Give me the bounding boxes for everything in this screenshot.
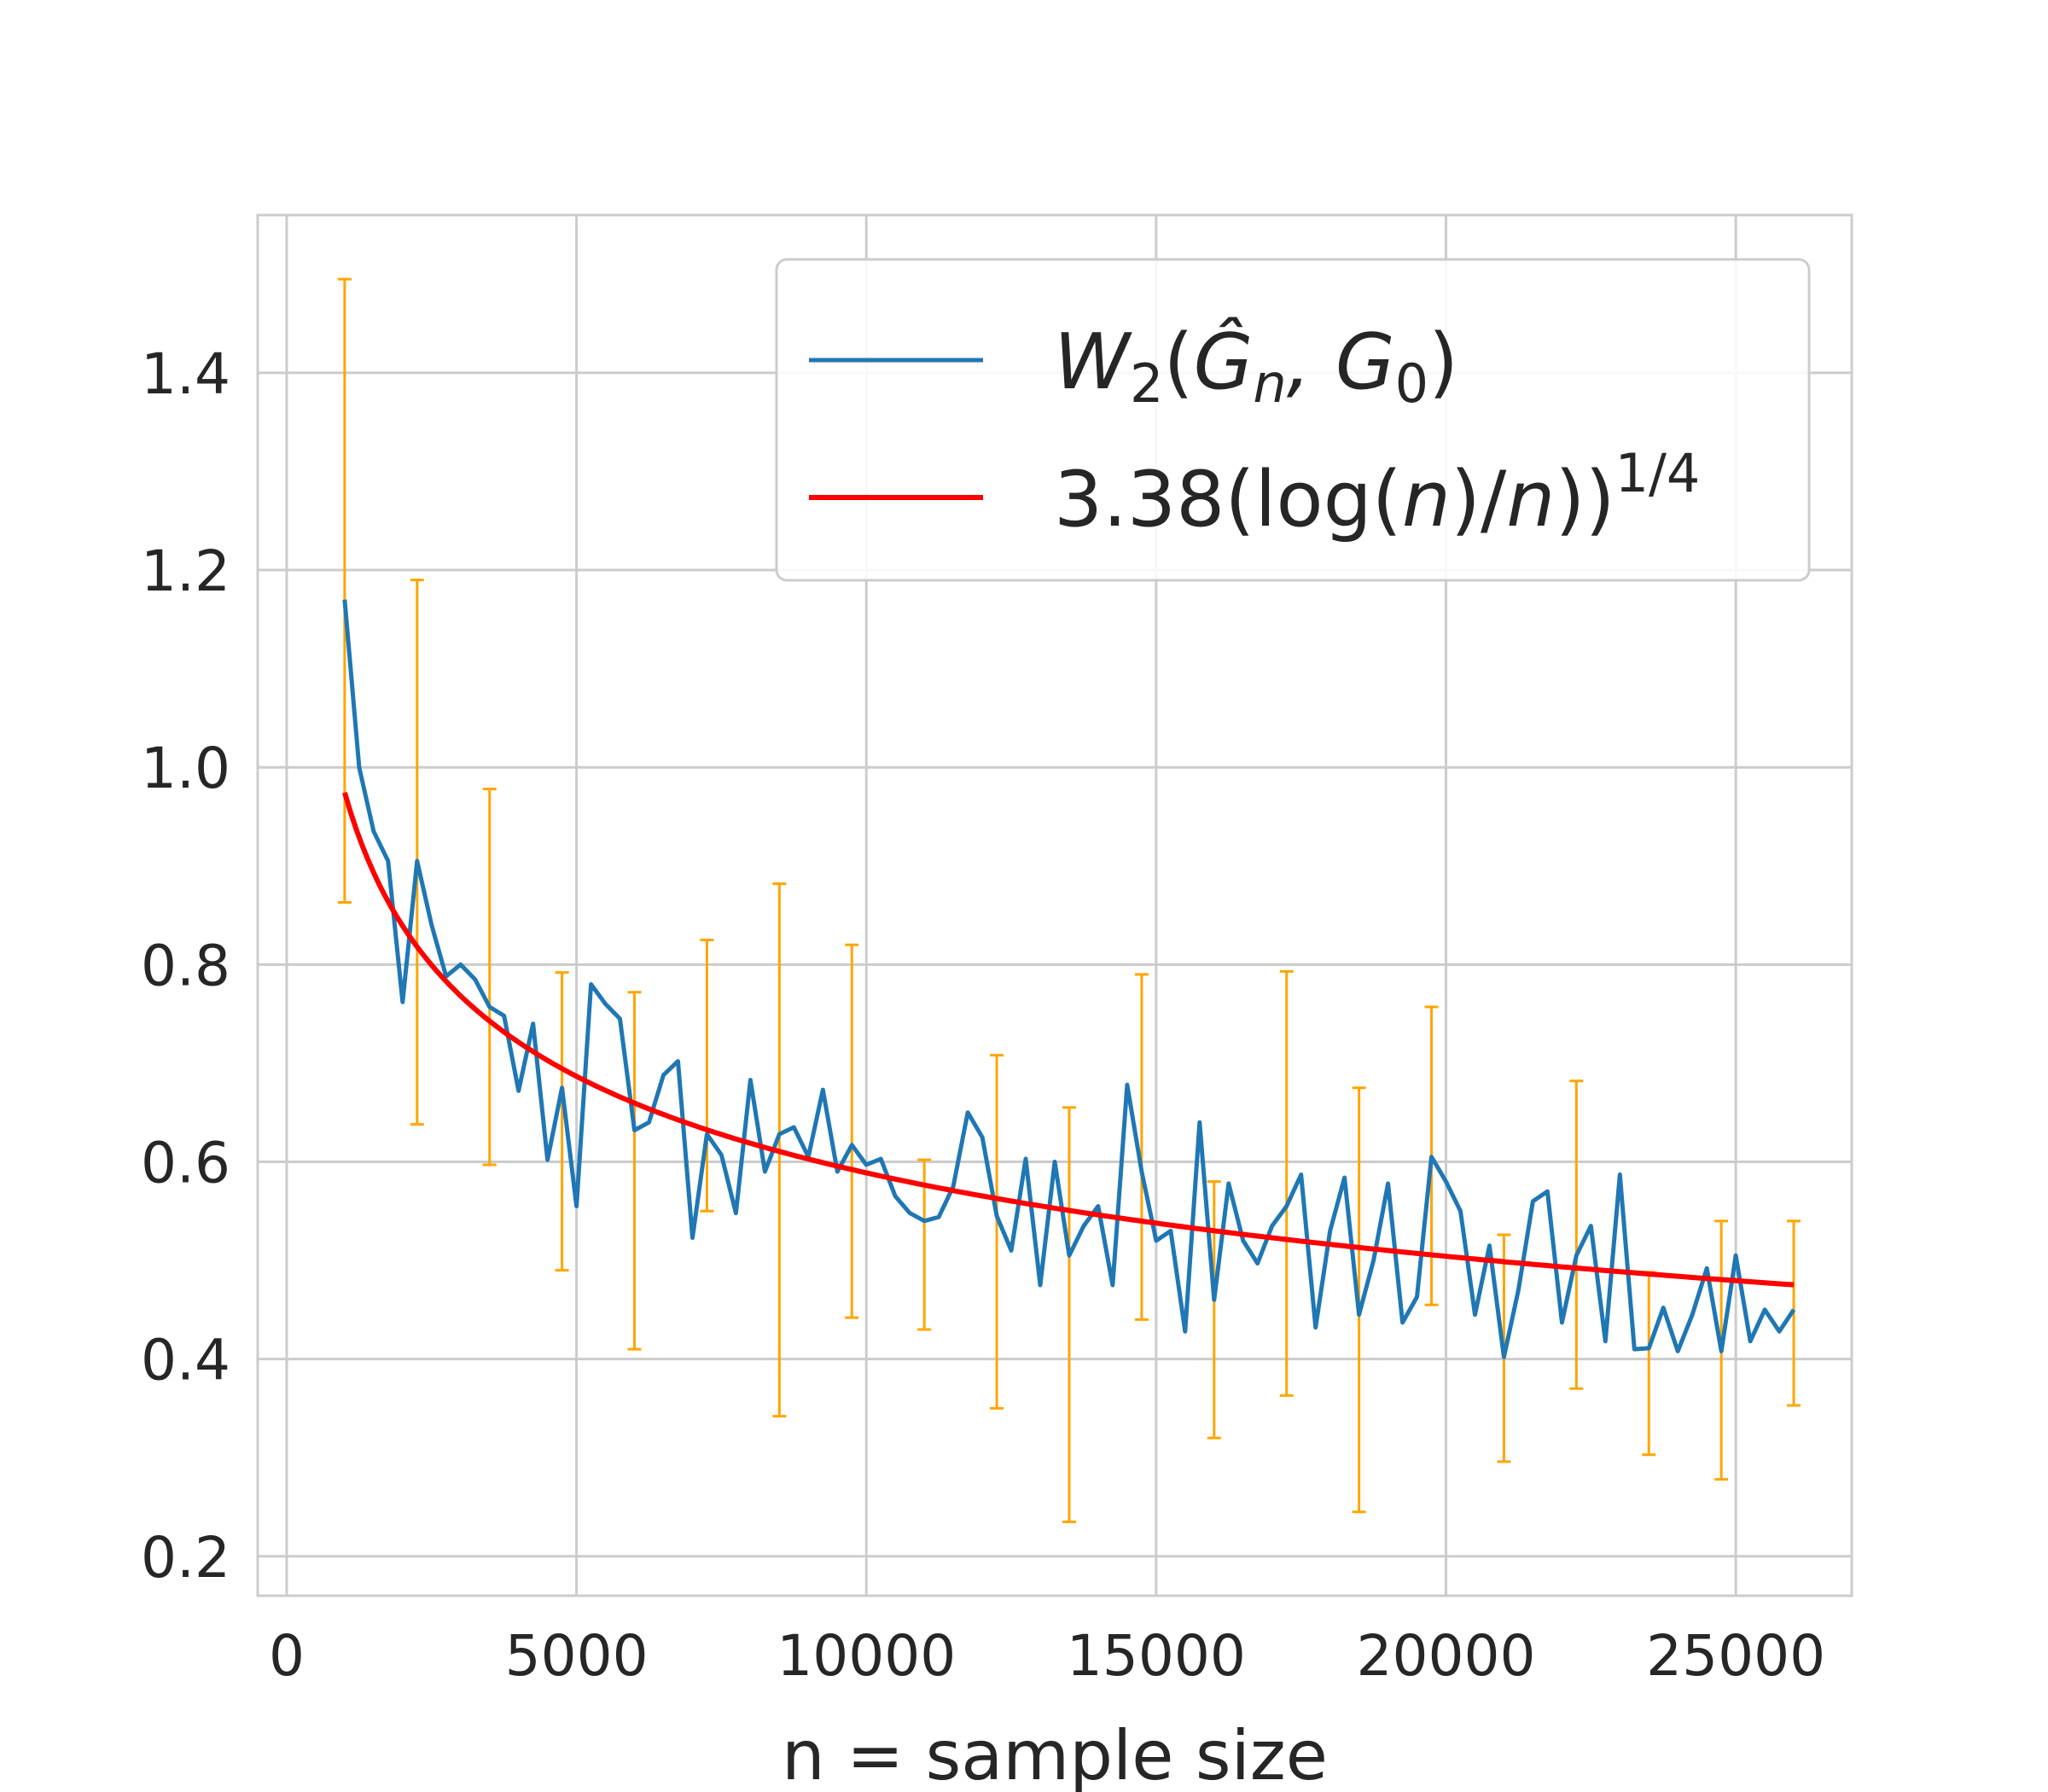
legend-label-w2: W2(Ĝn, G0)	[1054, 316, 1458, 415]
y-tick-label: 0.2	[141, 1525, 230, 1591]
x-tick-label: 5000	[505, 1623, 649, 1689]
tick-labels: 0 5000 10000 15000 20000 25000 0.2 0.4 0.6 0.8 1.0…	[141, 341, 1825, 1689]
x-tick-label: 0	[269, 1623, 305, 1689]
y-tick-label: 0.6	[141, 1130, 230, 1196]
y-tick-label: 0.8	[141, 933, 230, 998]
x-tick-label: 20000	[1357, 1623, 1536, 1689]
x-tick-label: 25000	[1646, 1623, 1825, 1689]
y-tick-label: 1.4	[141, 341, 230, 407]
series-line-w2	[342, 599, 1796, 1359]
x-axis-label: n = sample size	[782, 1716, 1328, 1792]
legend-box	[775, 258, 1811, 582]
y-tick-label: 1.0	[141, 736, 230, 801]
x-tick-label: 10000	[777, 1623, 956, 1689]
legend: W2(Ĝn, G0) 3.38(log(n)/n))1/4	[775, 258, 1811, 582]
legend-label-bound: 3.38(log(n)/n))1/4	[1054, 442, 1700, 544]
plot-frame	[256, 213, 1853, 1597]
x-tick-label: 15000	[1067, 1623, 1246, 1689]
y-tick-label: 1.2	[141, 538, 230, 604]
y-tick-label: 0.4	[141, 1328, 230, 1393]
error-bars	[337, 277, 1801, 1523]
series-line-bound	[342, 791, 1795, 1288]
